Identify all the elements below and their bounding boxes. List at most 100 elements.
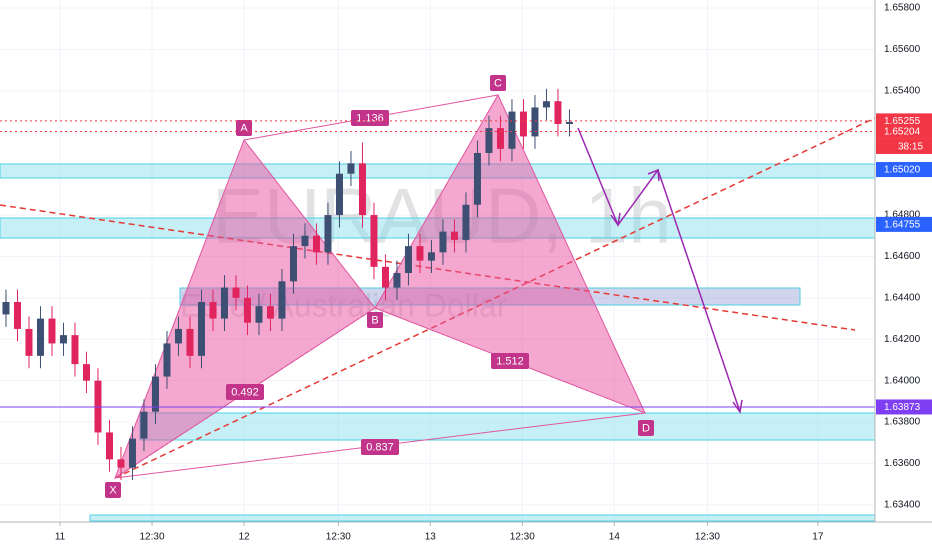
candle-body (25, 328, 33, 356)
y-tick-label: 1.64000 (884, 375, 921, 386)
candle-body (36, 318, 44, 356)
x-tick-label: 12:30 (140, 532, 165, 543)
candle-body (462, 204, 470, 240)
candle-body (255, 306, 263, 323)
y-tick-label: 1.63800 (884, 417, 921, 428)
candle-body (473, 152, 481, 205)
x-tick-label: 12 (238, 532, 250, 543)
zone (89, 514, 876, 522)
candle-body (347, 163, 355, 174)
y-tick-label: 1.64200 (884, 334, 921, 345)
y-tick-label: 1.63600 (884, 458, 921, 469)
candle-body (163, 343, 171, 377)
y-tick-label: 1.64800 (884, 210, 921, 221)
candle-body (82, 364, 90, 381)
price-axis (875, 0, 932, 550)
price-tag (876, 123, 932, 139)
candle-body (174, 328, 182, 344)
candle-body (209, 302, 217, 319)
candle-body (278, 281, 286, 319)
point-box (638, 420, 654, 436)
candle-body (416, 246, 424, 261)
candle-body (301, 235, 309, 247)
ratio-box (361, 439, 399, 455)
candle-body (439, 231, 447, 253)
candle-body (404, 246, 412, 274)
candle-body (48, 318, 56, 344)
point-box (236, 120, 252, 136)
x-tick-label: 12:30 (510, 532, 535, 543)
price-tag-label: 1.65204 (884, 127, 921, 138)
candle-body (197, 302, 205, 356)
candle-body (105, 432, 113, 460)
ratio-line (114, 307, 376, 479)
point-box (367, 312, 383, 328)
point-box (490, 75, 506, 91)
x-tick-label: 14 (609, 532, 621, 543)
zone (0, 163, 876, 179)
y-tick-label: 1.64600 (884, 251, 921, 262)
x-tick-label: 13 (425, 532, 437, 543)
candle-body (542, 101, 550, 108)
candle-body (2, 302, 10, 315)
candle-body (427, 252, 435, 261)
candle-body (450, 231, 458, 240)
candle-body (531, 107, 539, 137)
candle-body (266, 306, 274, 319)
point-label: C (494, 77, 502, 89)
ratio-label: 1.136 (356, 112, 384, 124)
candle-body (151, 376, 159, 412)
arrow-head (732, 399, 743, 414)
candles (2, 88, 573, 481)
countdown-tag (876, 138, 932, 154)
y-tick-label: 1.65400 (884, 86, 921, 97)
candle-body (519, 111, 527, 137)
candle-body (370, 215, 378, 267)
candle-body (243, 297, 251, 323)
y-tick-label: 1.65800 (884, 3, 921, 14)
candle-body (393, 273, 401, 288)
candle-body (232, 287, 240, 298)
price-tag-label: 1.65020 (884, 165, 921, 176)
price-tag-label: 1.65255 (884, 116, 921, 127)
x-tick-label: 11 (55, 532, 66, 543)
projection-path (577, 127, 741, 413)
point-label: A (240, 122, 248, 134)
axis-labels: 1.65800 1.65600 1.65400 1.64800 1.64600 1.644… (55, 3, 921, 543)
point-box (105, 482, 121, 498)
arrow-head (647, 168, 660, 182)
candle-body (312, 235, 320, 253)
candle-body (565, 121, 573, 124)
y-tick-label: 1.65600 (884, 44, 921, 55)
price-tag (876, 216, 932, 232)
countdown-label: 38:15 (898, 142, 923, 153)
candle-body (220, 287, 228, 319)
point-label: X (109, 484, 117, 496)
candle-body (13, 302, 21, 329)
ratio-label: 0.492 (231, 386, 259, 398)
candle-body (59, 335, 67, 344)
arrow-head (610, 212, 621, 227)
price-tag-label: 1.63873 (884, 402, 921, 413)
y-tick-label: 1.63400 (884, 500, 921, 511)
ratio-box (351, 110, 389, 126)
x-tick-label: 17 (812, 532, 824, 543)
candle-body (186, 328, 194, 356)
price-tag (876, 162, 932, 178)
candle-body (140, 411, 148, 439)
ratio-box (491, 353, 529, 369)
point-label: B (371, 314, 378, 326)
candle-body (496, 128, 504, 149)
price-tag-label: 1.64755 (884, 220, 921, 231)
candle-body (381, 266, 389, 288)
candle-body (289, 246, 297, 282)
candle-body (554, 101, 562, 124)
candle-body (358, 163, 366, 216)
levels (0, 120, 875, 408)
candle-body (128, 438, 136, 468)
candle-body (335, 173, 343, 216)
ratio-label: 0.837 (366, 441, 394, 453)
candle-body (324, 215, 332, 253)
